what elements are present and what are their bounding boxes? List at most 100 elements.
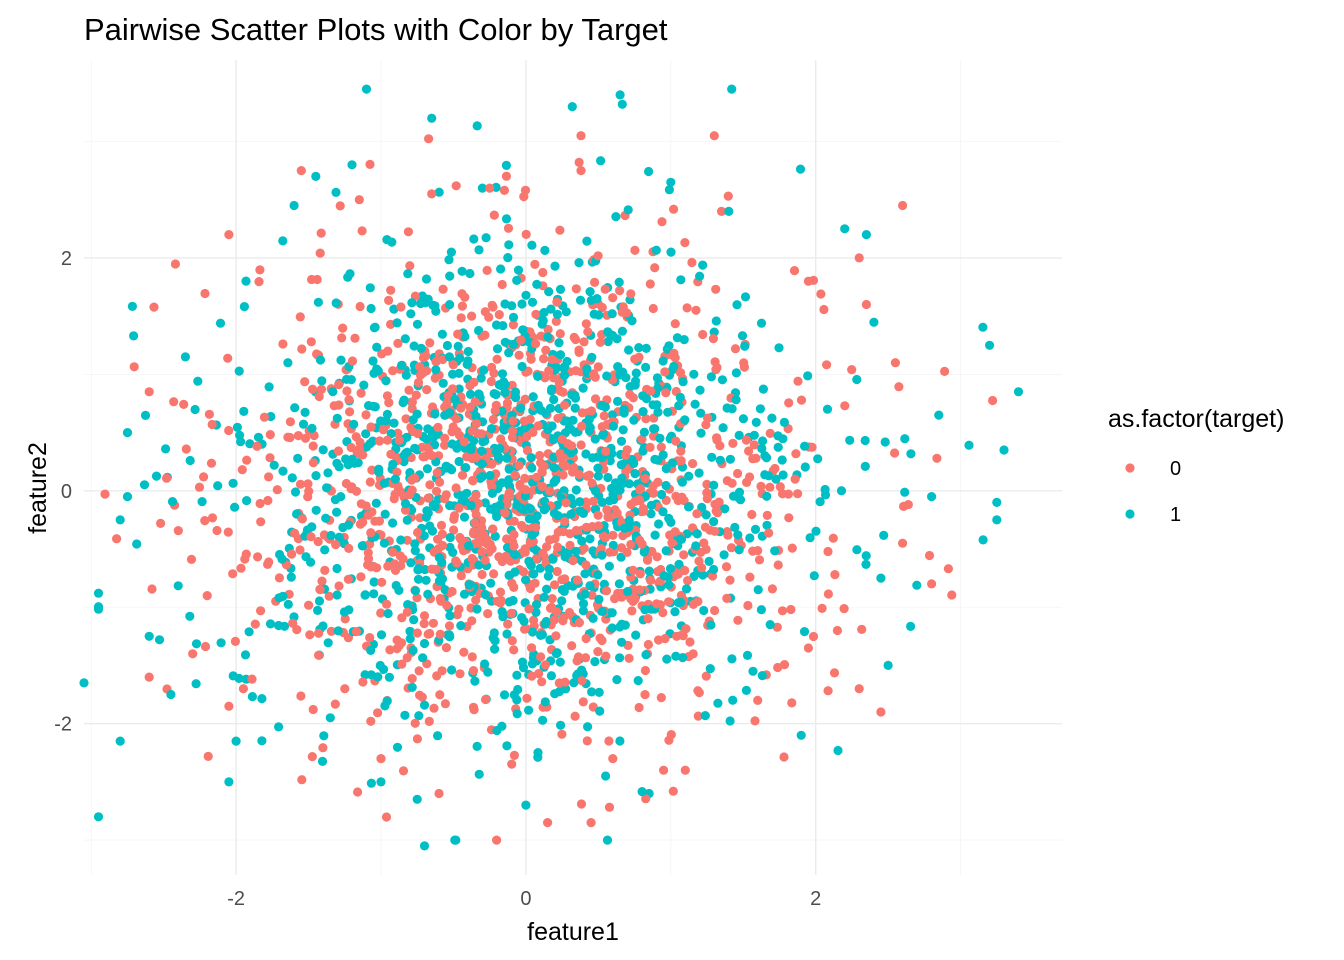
point-series-1 [365, 439, 375, 449]
point-series-1 [527, 297, 538, 307]
point-series-1 [191, 639, 202, 649]
point-series-0 [586, 406, 597, 416]
point-series-1 [474, 389, 484, 399]
point-series-1 [421, 512, 431, 522]
point-series-0 [300, 377, 310, 387]
point-series-1 [630, 469, 640, 479]
point-series-1 [397, 360, 407, 370]
point-series-0 [501, 551, 511, 561]
point-series-1 [376, 630, 387, 640]
point-series-0 [552, 607, 562, 617]
point-series-1 [173, 581, 183, 591]
point-series-1 [240, 650, 251, 660]
point-series-1 [279, 621, 290, 631]
point-series-0 [857, 624, 867, 635]
point-series-0 [693, 711, 703, 721]
point-series-1 [320, 545, 330, 555]
point-series-0 [384, 295, 394, 305]
point-series-1 [423, 294, 433, 304]
point-series-1 [799, 627, 810, 637]
point-series-0 [601, 586, 612, 596]
point-series-1 [623, 522, 634, 532]
point-series-0 [650, 263, 660, 273]
point-series-1 [394, 585, 404, 596]
point-series-1 [540, 697, 550, 707]
point-series-0 [334, 581, 344, 591]
point-series-0 [581, 633, 591, 644]
point-series-1 [597, 400, 607, 411]
point-series-0 [296, 166, 306, 176]
point-series-1 [421, 274, 432, 284]
point-series-0 [304, 486, 314, 496]
point-series-0 [694, 688, 704, 698]
point-series-1 [318, 621, 328, 631]
point-series-1 [585, 534, 595, 544]
point-series-1 [321, 513, 331, 523]
point-series-1 [497, 607, 507, 617]
point-series-0 [297, 514, 307, 524]
point-series-0 [440, 699, 450, 709]
point-series-0 [691, 305, 701, 315]
point-series-1 [546, 304, 556, 314]
point-series-0 [533, 421, 543, 431]
point-series-1 [840, 224, 850, 234]
point-series-0 [361, 501, 371, 511]
point-series-0 [582, 736, 592, 746]
point-series-0 [803, 643, 814, 653]
point-series-0 [431, 564, 441, 575]
point-series-0 [503, 223, 514, 233]
point-series-0 [688, 649, 698, 659]
point-series-1 [501, 214, 512, 224]
point-series-1 [623, 205, 633, 215]
point-series-0 [777, 489, 788, 499]
point-series-0 [822, 360, 832, 370]
point-series-1 [544, 564, 554, 574]
point-series-1 [440, 410, 450, 420]
point-series-1 [762, 491, 772, 501]
point-series-1 [698, 260, 708, 270]
point-series-0 [331, 540, 341, 550]
point-series-1 [638, 446, 648, 456]
point-series-0 [604, 736, 614, 746]
point-series-0 [558, 470, 568, 480]
point-series-1 [584, 426, 595, 436]
point-series-0 [680, 765, 690, 775]
point-series-1 [618, 425, 628, 435]
point-series-0 [514, 460, 524, 471]
point-series-1 [483, 667, 493, 677]
point-series-1 [236, 437, 246, 447]
point-series-1 [734, 545, 744, 555]
point-series-0 [640, 690, 650, 700]
point-series-1 [140, 410, 151, 420]
point-series-1 [705, 664, 715, 674]
point-series-1 [361, 429, 371, 439]
point-series-0 [256, 517, 266, 527]
point-series-1 [406, 309, 416, 319]
point-series-1 [861, 559, 871, 570]
point-series-1 [836, 486, 847, 496]
point-series-0 [665, 530, 675, 540]
point-series-0 [927, 579, 937, 589]
point-series-1 [228, 671, 238, 681]
point-series-0 [308, 458, 318, 468]
point-series-1 [664, 580, 674, 590]
point-series-0 [194, 482, 205, 492]
point-series-1 [486, 578, 496, 588]
point-series-0 [303, 479, 313, 489]
point-series-0 [898, 200, 908, 211]
point-series-1 [392, 318, 402, 328]
point-series-0 [255, 498, 265, 509]
point-series-0 [728, 438, 738, 448]
point-series-1 [191, 679, 201, 689]
point-series-1 [343, 520, 354, 530]
point-series-1 [497, 406, 507, 416]
point-series-1 [465, 268, 475, 279]
point-series-0 [507, 759, 517, 769]
point-series-0 [202, 591, 212, 601]
point-series-0 [567, 641, 577, 651]
point-series-1 [474, 245, 484, 255]
point-series-0 [687, 257, 697, 268]
point-series-1 [681, 584, 692, 594]
point-series-1 [452, 443, 462, 453]
point-series-0 [679, 550, 689, 560]
